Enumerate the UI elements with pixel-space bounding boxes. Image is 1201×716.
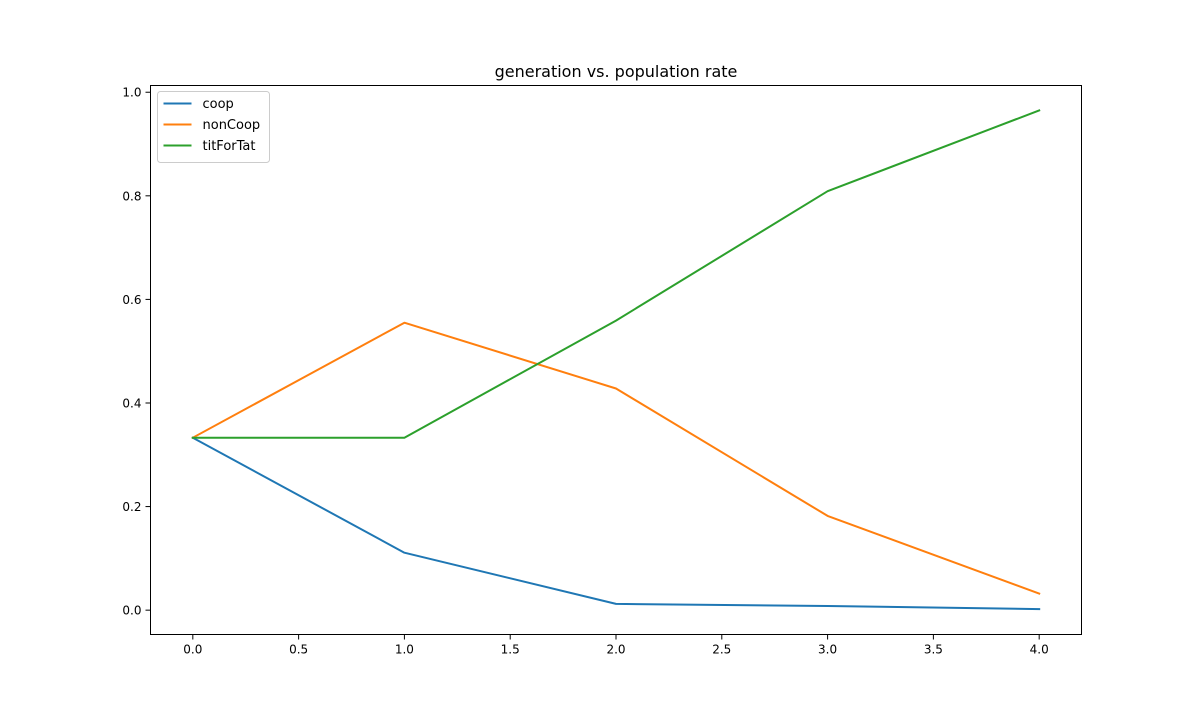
x-tick-label: 1.5	[501, 643, 520, 657]
y-tick-label: 0.6	[122, 293, 141, 307]
y-tick-label: 0.0	[122, 604, 141, 618]
x-tick-label: 1.0	[395, 643, 414, 657]
plot-frame	[150, 85, 1082, 635]
plot-lines	[191, 109, 1041, 611]
x-tick-label: 3.0	[818, 643, 837, 657]
x-tick-label: 3.5	[924, 643, 943, 657]
chart-title: generation vs. population rate	[495, 62, 738, 81]
y-tick-label: 1.0	[122, 86, 141, 100]
series-line-nonCoop	[191, 321, 1041, 595]
y-tick-label: 0.4	[122, 396, 141, 410]
y-tick-label: 0.8	[122, 189, 141, 203]
x-tick-label: 0.5	[289, 643, 308, 657]
x-tick-label: 2.5	[712, 643, 731, 657]
x-axis: 0.0 0.5 1.0 1.5 2.0 2.5 3.0 3.5 4.0	[183, 634, 1049, 657]
series-line-titForTat	[191, 109, 1041, 439]
legend-label-coop: coop	[203, 97, 234, 112]
x-tick-label: 0.0	[183, 643, 202, 657]
x-tick-label: 4.0	[1030, 643, 1049, 657]
series-line-coop	[191, 436, 1041, 611]
legend-label-titForTat: titForTat	[203, 139, 256, 154]
x-tick-label: 2.0	[606, 643, 625, 657]
y-tick-label: 0.2	[122, 500, 141, 514]
legend-label-nonCoop: nonCoop	[203, 118, 261, 133]
legend: coop nonCoop titForTat	[157, 91, 270, 163]
y-axis: 0.0 0.2 0.4 0.6 0.8 1.0	[122, 86, 151, 618]
